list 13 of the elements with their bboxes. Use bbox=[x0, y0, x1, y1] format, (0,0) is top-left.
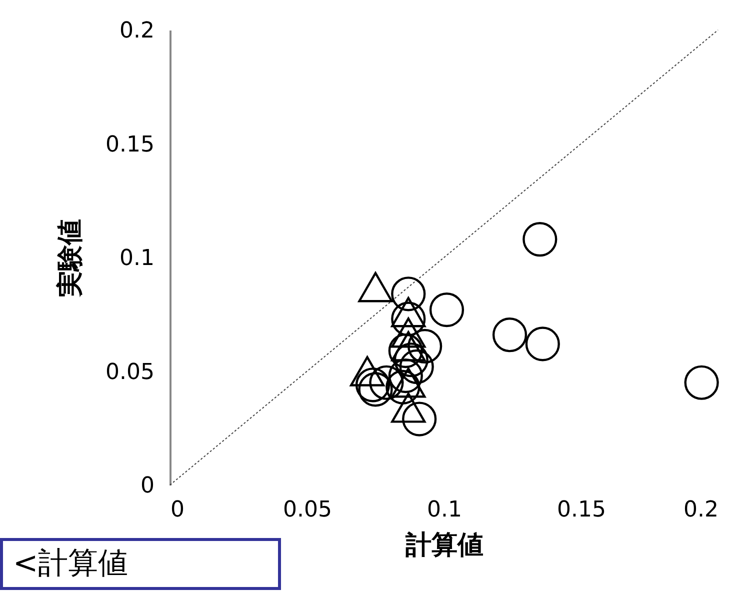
y-axis-title: 実験値 bbox=[56, 219, 86, 298]
y-tick-label: 0.2 bbox=[120, 18, 154, 44]
x-tick-label: 0.1 bbox=[427, 498, 462, 522]
x-tick-label: 0.15 bbox=[557, 498, 606, 522]
y-tick-label: 0 bbox=[140, 474, 154, 498]
y-tick-label: 0.05 bbox=[106, 360, 154, 385]
x-tick-label: 0.2 bbox=[684, 498, 718, 522]
x-tick-label: 0 bbox=[170, 498, 184, 522]
y-tick-label: 0.1 bbox=[120, 246, 154, 271]
x-tick-label: 0.05 bbox=[283, 498, 332, 522]
y-tick-label: 0.15 bbox=[106, 132, 154, 158]
x-axis-title: 計算値 bbox=[404, 530, 484, 560]
text: <計算値 bbox=[0, 538, 281, 590]
